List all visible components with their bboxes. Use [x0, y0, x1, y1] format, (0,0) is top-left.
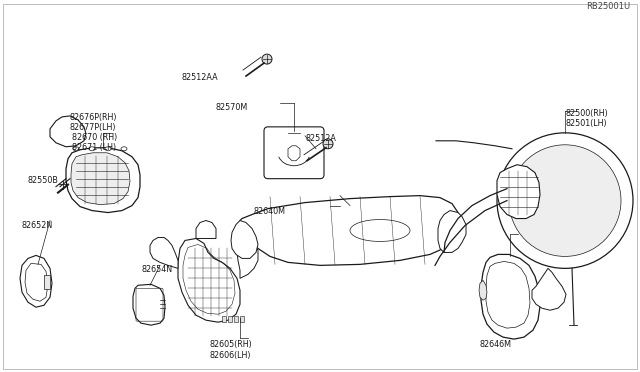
Ellipse shape: [105, 147, 111, 151]
Polygon shape: [66, 148, 140, 212]
Polygon shape: [150, 237, 178, 268]
Polygon shape: [71, 153, 130, 205]
Polygon shape: [497, 165, 540, 218]
Text: 82646M: 82646M: [480, 340, 512, 349]
Circle shape: [262, 54, 272, 64]
Text: 82550B: 82550B: [28, 176, 59, 185]
FancyBboxPatch shape: [264, 127, 324, 179]
Polygon shape: [50, 116, 86, 147]
Bar: [240, 316, 244, 322]
Polygon shape: [479, 280, 487, 300]
Circle shape: [509, 145, 621, 256]
Polygon shape: [532, 268, 566, 310]
Polygon shape: [20, 256, 52, 307]
Text: 82512AA: 82512AA: [182, 73, 219, 82]
Text: 82640M: 82640M: [253, 206, 285, 216]
Polygon shape: [178, 238, 240, 322]
Text: 82500(RH)
82501(LH): 82500(RH) 82501(LH): [565, 109, 608, 128]
Polygon shape: [133, 284, 165, 325]
Ellipse shape: [121, 147, 127, 151]
Polygon shape: [196, 221, 216, 238]
Text: 82676P(RH)
82677P(LH): 82676P(RH) 82677P(LH): [70, 113, 118, 132]
Polygon shape: [240, 196, 460, 265]
Text: 82654N: 82654N: [142, 265, 173, 275]
Text: RB25001U: RB25001U: [586, 2, 630, 11]
Bar: [44, 275, 50, 289]
Polygon shape: [231, 221, 258, 259]
Polygon shape: [438, 211, 466, 253]
Text: 82512A: 82512A: [306, 134, 337, 143]
Bar: [222, 316, 226, 322]
Text: 82570M: 82570M: [215, 103, 247, 112]
Circle shape: [323, 139, 333, 149]
Bar: [228, 316, 232, 322]
Polygon shape: [481, 254, 540, 339]
Ellipse shape: [89, 147, 95, 151]
Text: 82605(RH)
82606(LH): 82605(RH) 82606(LH): [210, 340, 253, 359]
Text: 82652N: 82652N: [22, 221, 53, 230]
Polygon shape: [237, 240, 258, 278]
Bar: [234, 316, 238, 322]
Text: 82670 (RH)
82671 (LH): 82670 (RH) 82671 (LH): [72, 133, 117, 152]
Ellipse shape: [73, 147, 79, 151]
Circle shape: [497, 133, 633, 268]
